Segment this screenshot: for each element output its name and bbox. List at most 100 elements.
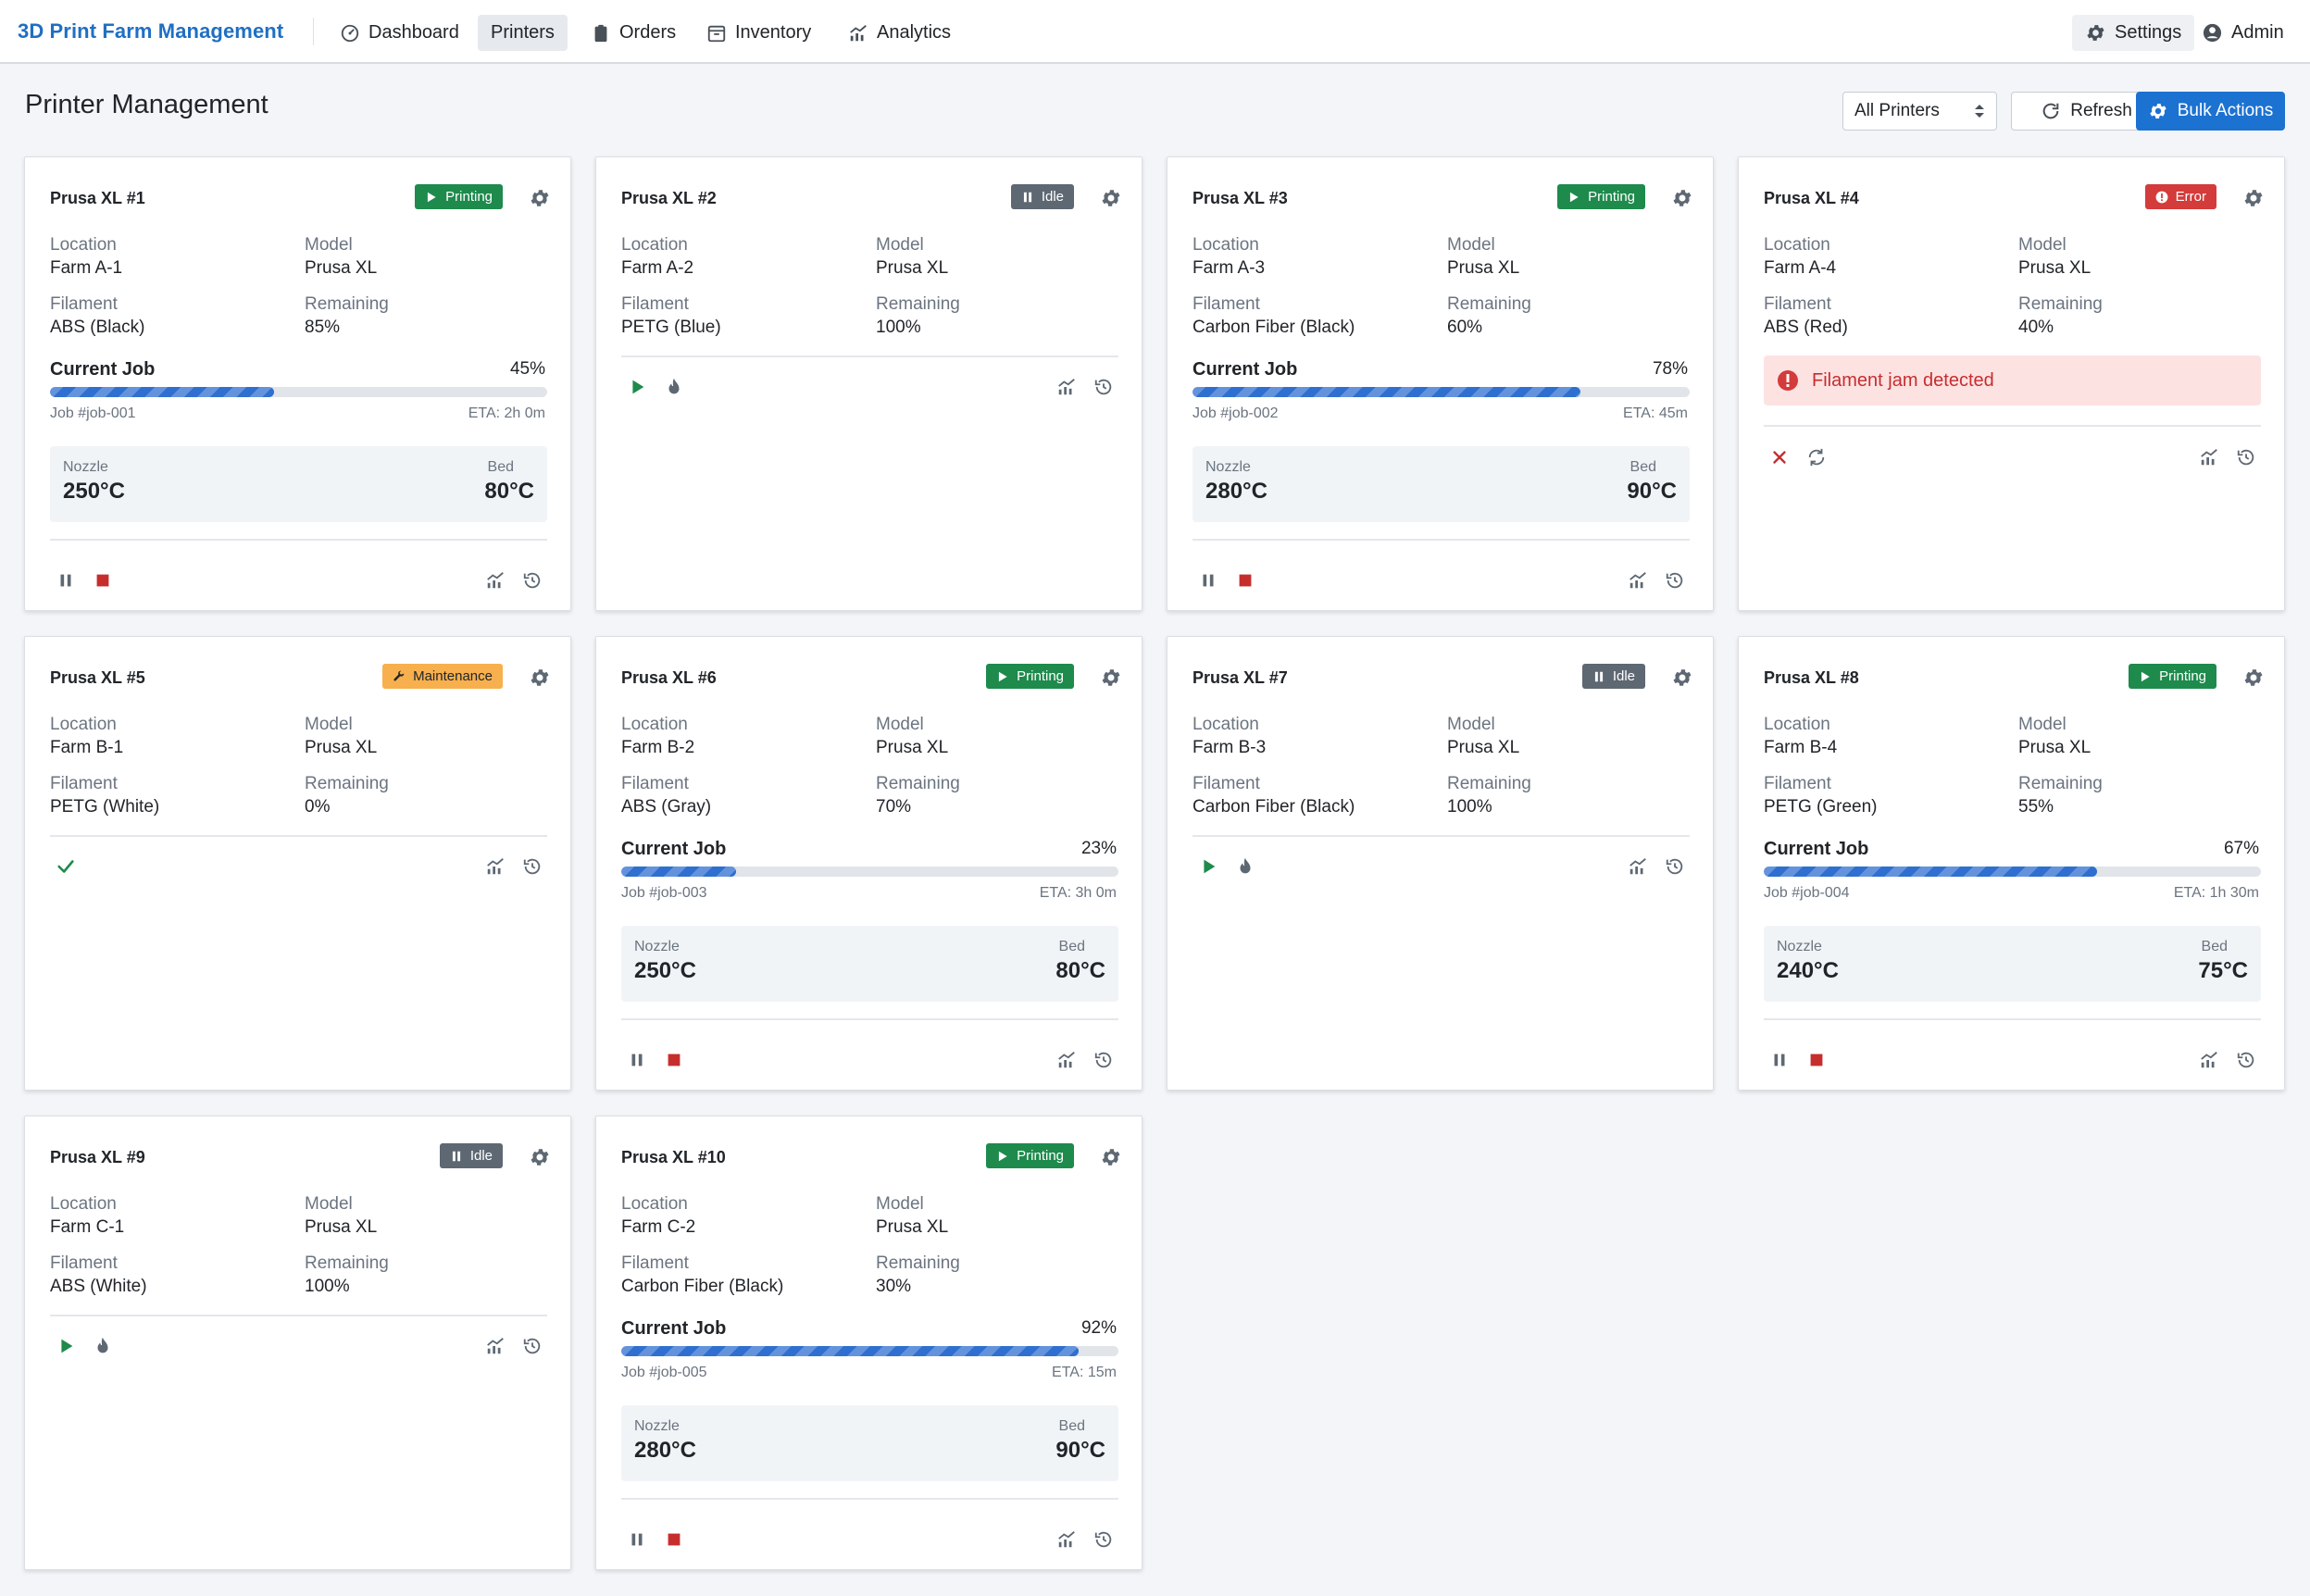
model-value: Prusa XL xyxy=(876,258,949,278)
location-label: Location xyxy=(1764,235,1830,255)
filament-value: Carbon Fiber (Black) xyxy=(1192,797,1355,817)
gear-icon xyxy=(1673,669,1692,686)
nav-analytics[interactable]: Analytics xyxy=(835,15,964,51)
inventory-box-icon xyxy=(707,25,726,42)
printer-name: Prusa XL #5 xyxy=(50,668,145,687)
history-button[interactable] xyxy=(522,1336,544,1358)
nav-divider xyxy=(313,18,314,45)
printer-settings-button[interactable] xyxy=(1100,187,1122,209)
analytics-button[interactable] xyxy=(1628,856,1650,879)
play-icon xyxy=(632,380,644,394)
status-badge: Printing xyxy=(986,664,1074,689)
filament-label: Filament xyxy=(50,774,118,793)
job-progress-bar xyxy=(621,867,1118,877)
settings-button[interactable]: Settings xyxy=(2072,15,2195,51)
status-badge: Printing xyxy=(2129,664,2216,689)
history-button[interactable] xyxy=(2236,1050,2258,1072)
pause-button[interactable] xyxy=(1198,570,1220,592)
stop-button[interactable] xyxy=(1806,1050,1829,1072)
bulk-actions-button[interactable]: Bulk Actions xyxy=(2136,92,2285,131)
printer-filter-select[interactable]: All Printers xyxy=(1842,92,1997,131)
remaining-value: 30% xyxy=(876,1277,912,1296)
analytics-button[interactable] xyxy=(485,1336,507,1358)
chart-line-icon xyxy=(1629,572,1646,589)
complete-maintenance-button[interactable] xyxy=(56,856,78,879)
bed-temp: 80°C xyxy=(484,479,534,504)
preheat-button[interactable] xyxy=(93,1336,115,1358)
nozzle-label: Nozzle xyxy=(634,1418,680,1434)
history-button[interactable] xyxy=(1093,377,1116,399)
stop-button[interactable] xyxy=(664,1529,686,1552)
nav-orders[interactable]: Orders xyxy=(578,15,689,51)
analytics-button[interactable] xyxy=(1056,1050,1079,1072)
printer-settings-button[interactable] xyxy=(2242,187,2265,209)
analytics-button[interactable] xyxy=(1628,570,1650,592)
pause-icon xyxy=(631,1533,643,1546)
printer-settings-button[interactable] xyxy=(529,1146,551,1168)
error-message: Filament jam detected xyxy=(1812,369,1994,391)
model-label: Model xyxy=(1447,235,1495,255)
analytics-button[interactable] xyxy=(485,570,507,592)
printer-name: Prusa XL #7 xyxy=(1192,668,1288,687)
preheat-button[interactable] xyxy=(1235,856,1257,879)
pause-button[interactable] xyxy=(627,1050,649,1072)
app-brand[interactable]: 3D Print Farm Management xyxy=(18,19,284,43)
gear-icon xyxy=(1102,669,1120,686)
status-label: Printing xyxy=(445,189,493,205)
nav-dashboard[interactable]: Dashboard xyxy=(327,15,472,51)
stop-button[interactable] xyxy=(664,1050,686,1072)
printer-settings-button[interactable] xyxy=(2242,667,2265,689)
preheat-button[interactable] xyxy=(664,377,686,399)
printer-settings-button[interactable] xyxy=(1671,667,1693,689)
history-button[interactable] xyxy=(1665,570,1687,592)
filament-label: Filament xyxy=(1192,294,1260,314)
start-button[interactable] xyxy=(56,1336,78,1358)
pause-button[interactable] xyxy=(627,1529,649,1552)
chart-line-icon xyxy=(1629,858,1646,875)
nav-inventory[interactable]: Inventory xyxy=(693,15,824,51)
history-button[interactable] xyxy=(522,856,544,879)
history-button[interactable] xyxy=(2236,447,2258,469)
stop-button[interactable] xyxy=(1235,570,1257,592)
analytics-button[interactable] xyxy=(2199,447,2221,469)
location-value: Farm A-4 xyxy=(1764,258,1837,278)
error-alert: Filament jam detected xyxy=(1764,355,2261,405)
printer-settings-button[interactable] xyxy=(529,667,551,689)
model-label: Model xyxy=(305,715,353,734)
nav-printers[interactable]: Printers xyxy=(478,15,568,51)
status-label: Printing xyxy=(1588,189,1635,205)
analytics-button[interactable] xyxy=(1056,377,1079,399)
history-button[interactable] xyxy=(1665,856,1687,879)
analytics-button[interactable] xyxy=(485,856,507,879)
history-icon xyxy=(523,572,541,589)
retry-button[interactable] xyxy=(1806,447,1829,469)
cancel-button[interactable] xyxy=(1769,447,1792,469)
pause-icon xyxy=(1594,671,1603,681)
start-button[interactable] xyxy=(627,377,649,399)
start-button[interactable] xyxy=(1198,856,1220,879)
pause-button[interactable] xyxy=(1769,1050,1792,1072)
remaining-value: 0% xyxy=(305,797,331,817)
chart-line-icon xyxy=(1058,379,1075,395)
history-button[interactable] xyxy=(1093,1050,1116,1072)
model-label: Model xyxy=(1447,715,1495,734)
history-button[interactable] xyxy=(522,570,544,592)
printer-settings-button[interactable] xyxy=(529,187,551,209)
remaining-value: 100% xyxy=(1447,797,1492,817)
chart-line-icon xyxy=(487,1338,504,1354)
play-icon xyxy=(428,192,436,202)
printer-settings-button[interactable] xyxy=(1100,1146,1122,1168)
printer-settings-button[interactable] xyxy=(1100,667,1122,689)
analytics-button[interactable] xyxy=(1056,1529,1079,1552)
printer-settings-button[interactable] xyxy=(1671,187,1693,209)
model-value: Prusa XL xyxy=(305,1217,378,1237)
user-menu[interactable]: Admin xyxy=(2189,15,2297,51)
printer-card: Prusa XL #2 Idle Location Farm A-2 Model Prus… xyxy=(595,156,1143,611)
job-id: Job #job-005 xyxy=(621,1365,707,1380)
pause-button[interactable] xyxy=(56,570,78,592)
printer-name: Prusa XL #6 xyxy=(621,668,717,687)
stop-button[interactable] xyxy=(93,570,115,592)
history-button[interactable] xyxy=(1093,1529,1116,1552)
analytics-button[interactable] xyxy=(2199,1050,2221,1072)
model-label: Model xyxy=(876,235,924,255)
